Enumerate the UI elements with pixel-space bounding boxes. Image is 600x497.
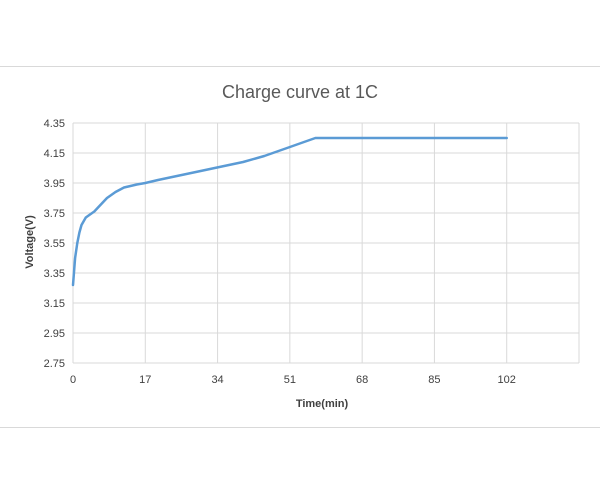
y-tick-label: 2.95: [44, 328, 65, 340]
chart-title: Charge curve at 1C: [222, 82, 378, 102]
gridlines: [72, 122, 580, 364]
x-tick-label: 34: [211, 374, 223, 386]
series-line: [71, 136, 508, 287]
y-tick-label: 3.95: [44, 178, 65, 190]
x-tick-label: 68: [356, 374, 368, 386]
y-tick-label: 4.35: [44, 118, 65, 130]
y-tick-label: 3.75: [44, 208, 65, 220]
x-axis-label: Time(min): [296, 398, 349, 410]
y-tick-label: 3.35: [44, 268, 65, 280]
x-tick-label: 17: [139, 374, 151, 386]
x-tick-labels: 0 17 34 51 68 85 102: [70, 374, 516, 386]
x-tick-label: 85: [428, 374, 440, 386]
x-tick-label: 0: [70, 374, 76, 386]
y-tick-labels: 4.35 4.15 3.95 3.75 3.55 3.35 3.15 2.95 2.75: [44, 118, 65, 370]
x-tick-label: 51: [284, 374, 296, 386]
y-tick-label: 4.15: [44, 148, 65, 160]
y-tick-label: 2.75: [44, 358, 65, 370]
chart-area-frame: [0, 66, 600, 428]
y-axis-label: Voltage(V): [24, 215, 36, 269]
y-tick-label: 3.15: [44, 298, 65, 310]
y-tick-label: 3.55: [44, 238, 65, 250]
x-tick-label: 102: [498, 374, 516, 386]
